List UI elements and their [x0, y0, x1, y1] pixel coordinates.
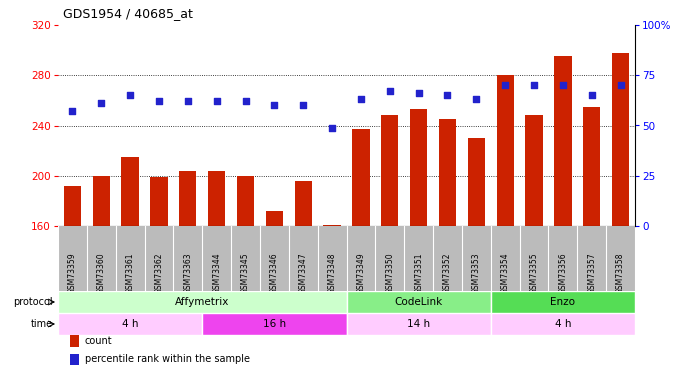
Bar [122, 157, 139, 226]
Point [182, 98, 193, 104]
Bar [491, 291, 635, 313]
Bar [266, 211, 283, 226]
Point [356, 96, 367, 102]
Point [240, 98, 251, 104]
Point [413, 90, 424, 96]
Point [298, 102, 309, 108]
Bar [554, 56, 571, 226]
Bar [58, 313, 202, 335]
Bar [294, 181, 312, 226]
Point [500, 82, 511, 88]
Point [384, 88, 395, 94]
Point [211, 98, 222, 104]
Text: Enzo: Enzo [550, 297, 575, 307]
Bar [526, 116, 543, 226]
Bar [58, 291, 347, 313]
Text: 4 h: 4 h [555, 319, 571, 329]
Bar [208, 171, 225, 226]
Point [269, 102, 279, 108]
Point [442, 92, 453, 98]
Text: CodeLink: CodeLink [394, 297, 443, 307]
Bar [69, 335, 79, 346]
Bar [347, 313, 491, 335]
Bar [324, 225, 341, 226]
Text: 16 h: 16 h [262, 319, 286, 329]
Text: Affymetrix: Affymetrix [175, 297, 229, 307]
Point [471, 96, 481, 102]
Bar [150, 177, 168, 226]
Bar [352, 129, 370, 226]
Bar [410, 109, 427, 226]
Text: protocol: protocol [14, 297, 53, 307]
Bar [202, 313, 347, 335]
Text: time: time [31, 319, 53, 329]
Text: percentile rank within the sample: percentile rank within the sample [85, 354, 250, 364]
Text: GDS1954 / 40685_at: GDS1954 / 40685_at [63, 7, 193, 20]
Bar [69, 354, 79, 365]
Point [67, 108, 78, 114]
Point [528, 82, 539, 88]
Bar [92, 176, 110, 226]
Point [96, 100, 107, 106]
Point [615, 82, 626, 88]
Bar [612, 53, 629, 226]
Point [124, 92, 135, 98]
Bar [468, 138, 485, 226]
Point [586, 92, 597, 98]
Bar [64, 186, 81, 226]
Bar [496, 75, 514, 226]
Bar [491, 313, 635, 335]
Text: 14 h: 14 h [407, 319, 430, 329]
Bar [347, 291, 491, 313]
Bar [179, 171, 197, 226]
Bar [583, 106, 600, 226]
Point [154, 98, 165, 104]
Point [558, 82, 568, 88]
Bar [237, 176, 254, 226]
Bar [439, 119, 456, 226]
Text: count: count [85, 336, 112, 346]
Point [326, 124, 337, 130]
Text: 4 h: 4 h [122, 319, 138, 329]
Bar [381, 116, 398, 226]
